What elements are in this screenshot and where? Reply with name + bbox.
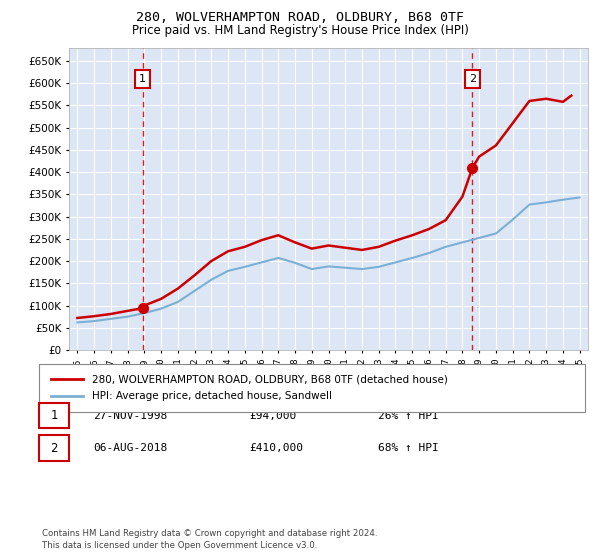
Text: £410,000: £410,000 <box>249 443 303 453</box>
Text: 1: 1 <box>50 409 58 422</box>
Text: Contains HM Land Registry data © Crown copyright and database right 2024.
This d: Contains HM Land Registry data © Crown c… <box>42 529 377 550</box>
Text: 2: 2 <box>50 441 58 455</box>
Text: Price paid vs. HM Land Registry's House Price Index (HPI): Price paid vs. HM Land Registry's House … <box>131 24 469 36</box>
Text: 06-AUG-2018: 06-AUG-2018 <box>93 443 167 453</box>
Text: £94,000: £94,000 <box>249 410 296 421</box>
Text: 68% ↑ HPI: 68% ↑ HPI <box>378 443 439 453</box>
Text: 27-NOV-1998: 27-NOV-1998 <box>93 410 167 421</box>
Text: 26% ↑ HPI: 26% ↑ HPI <box>378 410 439 421</box>
Text: 280, WOLVERHAMPTON ROAD, OLDBURY, B68 0TF: 280, WOLVERHAMPTON ROAD, OLDBURY, B68 0T… <box>136 11 464 24</box>
Text: 1: 1 <box>139 74 146 84</box>
Text: 280, WOLVERHAMPTON ROAD, OLDBURY, B68 0TF (detached house): 280, WOLVERHAMPTON ROAD, OLDBURY, B68 0T… <box>92 374 448 384</box>
Text: 2: 2 <box>469 74 476 84</box>
Text: HPI: Average price, detached house, Sandwell: HPI: Average price, detached house, Sand… <box>92 391 332 401</box>
